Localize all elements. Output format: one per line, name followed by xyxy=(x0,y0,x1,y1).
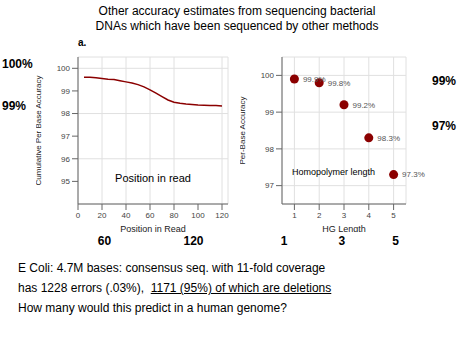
html-text:99%: 99% xyxy=(432,73,456,88)
html-text:97%: 97% xyxy=(432,119,456,134)
html-text:1: 1 xyxy=(280,234,288,248)
svg-text:99: 99 xyxy=(61,87,70,96)
svg-text:100: 100 xyxy=(261,71,275,80)
svg-text:40: 40 xyxy=(122,211,131,220)
html-text:Homopolymer length: Homopolymer length xyxy=(291,166,375,177)
svg-text:97: 97 xyxy=(265,181,274,190)
svg-text:97: 97 xyxy=(61,132,70,141)
html-text:Position in read: Position in read xyxy=(115,171,191,184)
svg-text:95: 95 xyxy=(61,177,70,186)
svg-text:99: 99 xyxy=(265,108,274,117)
svg-text:1: 1 xyxy=(292,211,297,220)
svg-text:Per-Base Accuracy: Per-Base Accuracy xyxy=(240,96,247,164)
html-text:60: 60 xyxy=(97,234,112,248)
svg-text:98.3%: 98.3% xyxy=(377,134,400,143)
html-text:a.: a. xyxy=(78,37,87,48)
svg-text:96: 96 xyxy=(61,155,70,164)
html-text:5: 5 xyxy=(392,234,399,248)
svg-text:Position in Read: Position in Read xyxy=(120,224,186,232)
svg-text:0: 0 xyxy=(76,211,81,220)
svg-text:2: 2 xyxy=(317,211,322,220)
html-text:How many would this predict in: How many would this predict in a human g… xyxy=(18,301,287,315)
svg-text:HG Length: HG Length xyxy=(322,224,366,232)
html-text:3: 3 xyxy=(338,234,346,248)
svg-text:80: 80 xyxy=(170,211,179,220)
svg-text:20: 20 xyxy=(98,211,107,220)
svg-text:3: 3 xyxy=(342,211,347,220)
svg-text:4: 4 xyxy=(367,211,372,220)
svg-text:99.9%: 99.9% xyxy=(303,75,326,84)
svg-text:97.3%: 97.3% xyxy=(402,170,425,179)
svg-text:120: 120 xyxy=(215,211,229,220)
html-text:DNAs which have been sequenced: DNAs which have been sequenced by other … xyxy=(95,19,379,33)
svg-text:98: 98 xyxy=(265,145,274,154)
html-text:120: 120 xyxy=(183,234,204,248)
html-text:E Coli: 4.7M bases: consensus: E Coli: 4.7M bases: consensus seq. with … xyxy=(18,261,326,275)
svg-text:99.8%: 99.8% xyxy=(328,79,351,88)
html-text:99%: 99% xyxy=(2,98,26,113)
svg-text:99.2%: 99.2% xyxy=(353,101,376,110)
svg-text:100: 100 xyxy=(57,64,71,73)
html-text:Other accuracy estimates from: Other accuracy estimates from sequencing… xyxy=(98,4,376,18)
svg-text:60: 60 xyxy=(146,211,155,220)
svg-text:100: 100 xyxy=(191,211,205,220)
html-text:100%: 100% xyxy=(2,57,33,72)
svg-text:Cumulative Per Base Accuracy: Cumulative Per Base Accuracy xyxy=(36,76,43,186)
html-text:has 1228 errors (.03%), 1171 (: has 1228 errors (.03%), 1171 (95%) of wh… xyxy=(18,281,332,295)
svg-text:98: 98 xyxy=(61,109,70,118)
svg-text:5: 5 xyxy=(391,211,396,220)
